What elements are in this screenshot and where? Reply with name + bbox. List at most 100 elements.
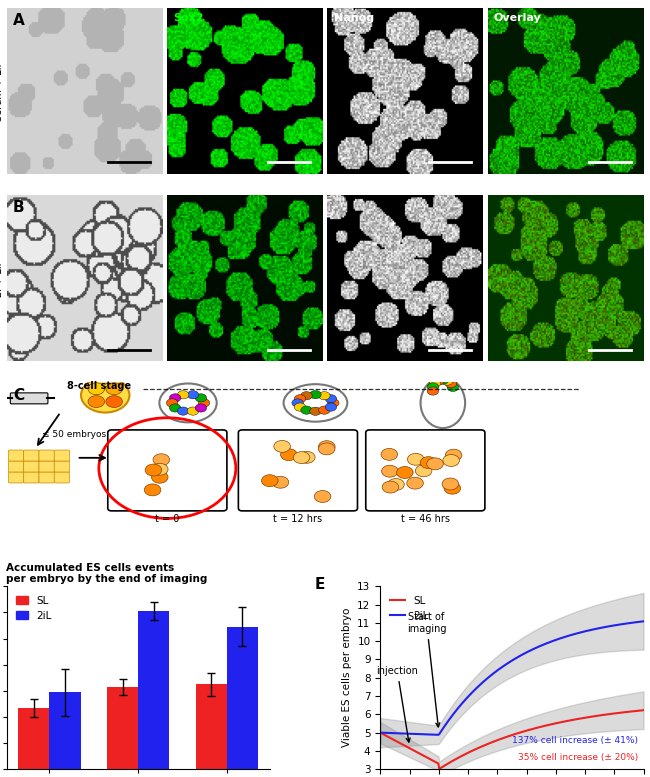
Circle shape: [170, 404, 181, 412]
SL: [436, 765, 443, 774]
Circle shape: [272, 476, 289, 488]
2iL: [616, 620, 623, 629]
FancyBboxPatch shape: [23, 450, 39, 461]
Circle shape: [427, 383, 439, 391]
Circle shape: [293, 451, 310, 464]
Circle shape: [396, 466, 413, 479]
Circle shape: [444, 483, 461, 494]
Text: Sox2: Sox2: [173, 12, 203, 23]
Circle shape: [408, 453, 424, 465]
Circle shape: [309, 391, 321, 399]
Circle shape: [298, 451, 315, 463]
FancyBboxPatch shape: [366, 430, 485, 511]
FancyBboxPatch shape: [39, 461, 55, 472]
Text: 8-cell stage: 8-cell stage: [67, 381, 131, 391]
2iL: [377, 728, 385, 737]
Circle shape: [281, 449, 297, 461]
Legend: SL, 2iL: SL, 2iL: [12, 591, 57, 625]
FancyBboxPatch shape: [108, 430, 227, 511]
Line: 2iL: 2iL: [380, 622, 644, 735]
Text: 137% cell increase (± 41%): 137% cell increase (± 41%): [512, 737, 638, 745]
Circle shape: [433, 377, 445, 385]
Circle shape: [177, 407, 189, 415]
Circle shape: [309, 407, 321, 416]
Circle shape: [445, 449, 462, 461]
Circle shape: [151, 472, 168, 483]
Circle shape: [274, 441, 291, 452]
Circle shape: [294, 403, 305, 411]
Circle shape: [427, 387, 439, 395]
Circle shape: [445, 379, 457, 388]
FancyBboxPatch shape: [239, 430, 358, 511]
Circle shape: [195, 394, 207, 402]
Circle shape: [443, 455, 460, 466]
Bar: [227, 627, 258, 769]
Circle shape: [318, 441, 335, 453]
2iL: [640, 617, 647, 626]
Text: Nanog: Nanog: [333, 12, 374, 23]
2iL: [533, 643, 541, 652]
Circle shape: [195, 404, 207, 412]
Circle shape: [151, 463, 168, 476]
Ellipse shape: [421, 378, 465, 428]
FancyBboxPatch shape: [39, 450, 55, 461]
Circle shape: [292, 399, 304, 407]
SL: [538, 722, 546, 731]
SL: [599, 710, 607, 720]
Text: Accumulated ES cells events
per embryo by the end of imaging: Accumulated ES cells events per embryo b…: [6, 563, 208, 584]
2iL: [599, 622, 607, 632]
Circle shape: [81, 378, 129, 413]
Circle shape: [429, 379, 441, 388]
Bar: [196, 685, 227, 769]
Circle shape: [318, 406, 330, 414]
Bar: [49, 692, 81, 769]
Circle shape: [427, 458, 443, 470]
SL: [376, 728, 384, 737]
Text: 35% cell increase (± 20%): 35% cell increase (± 20%): [518, 753, 638, 761]
Circle shape: [153, 454, 170, 465]
Circle shape: [261, 475, 278, 486]
Circle shape: [187, 407, 199, 415]
FancyBboxPatch shape: [8, 450, 23, 461]
Circle shape: [198, 399, 210, 407]
Bar: [107, 687, 138, 769]
Circle shape: [315, 490, 331, 503]
Circle shape: [415, 465, 432, 477]
Circle shape: [294, 395, 305, 403]
Circle shape: [442, 478, 459, 490]
Text: A: A: [13, 12, 25, 28]
SL: [616, 708, 623, 717]
SL: [377, 729, 385, 738]
Bar: [18, 708, 49, 769]
Circle shape: [301, 392, 312, 400]
2iL: [538, 640, 546, 650]
FancyBboxPatch shape: [23, 461, 39, 472]
Circle shape: [382, 481, 398, 493]
2iL: [434, 730, 442, 740]
Text: t = 0: t = 0: [155, 514, 179, 524]
Y-axis label: 2i + LIF: 2i + LIF: [0, 260, 4, 297]
SL: [640, 706, 647, 715]
FancyBboxPatch shape: [55, 472, 70, 483]
Line: SL: SL: [380, 710, 644, 769]
2iL: [534, 643, 541, 652]
Circle shape: [318, 392, 330, 400]
Text: B: B: [13, 200, 24, 215]
Text: Start of
imaging: Start of imaging: [407, 612, 447, 726]
Circle shape: [328, 399, 339, 407]
Circle shape: [407, 477, 423, 489]
Text: C: C: [13, 388, 24, 402]
Circle shape: [106, 395, 122, 407]
Y-axis label: Serum + LIF: Serum + LIF: [0, 61, 4, 121]
FancyBboxPatch shape: [23, 472, 39, 483]
Text: t = 12 hrs: t = 12 hrs: [274, 514, 322, 524]
Circle shape: [177, 391, 189, 399]
Circle shape: [447, 383, 458, 392]
Text: E: E: [315, 577, 325, 592]
Circle shape: [301, 406, 312, 414]
Circle shape: [325, 403, 337, 411]
SL: [534, 723, 541, 732]
Circle shape: [387, 479, 404, 490]
Text: t = 46 hrs: t = 46 hrs: [401, 514, 450, 524]
Circle shape: [442, 377, 453, 385]
